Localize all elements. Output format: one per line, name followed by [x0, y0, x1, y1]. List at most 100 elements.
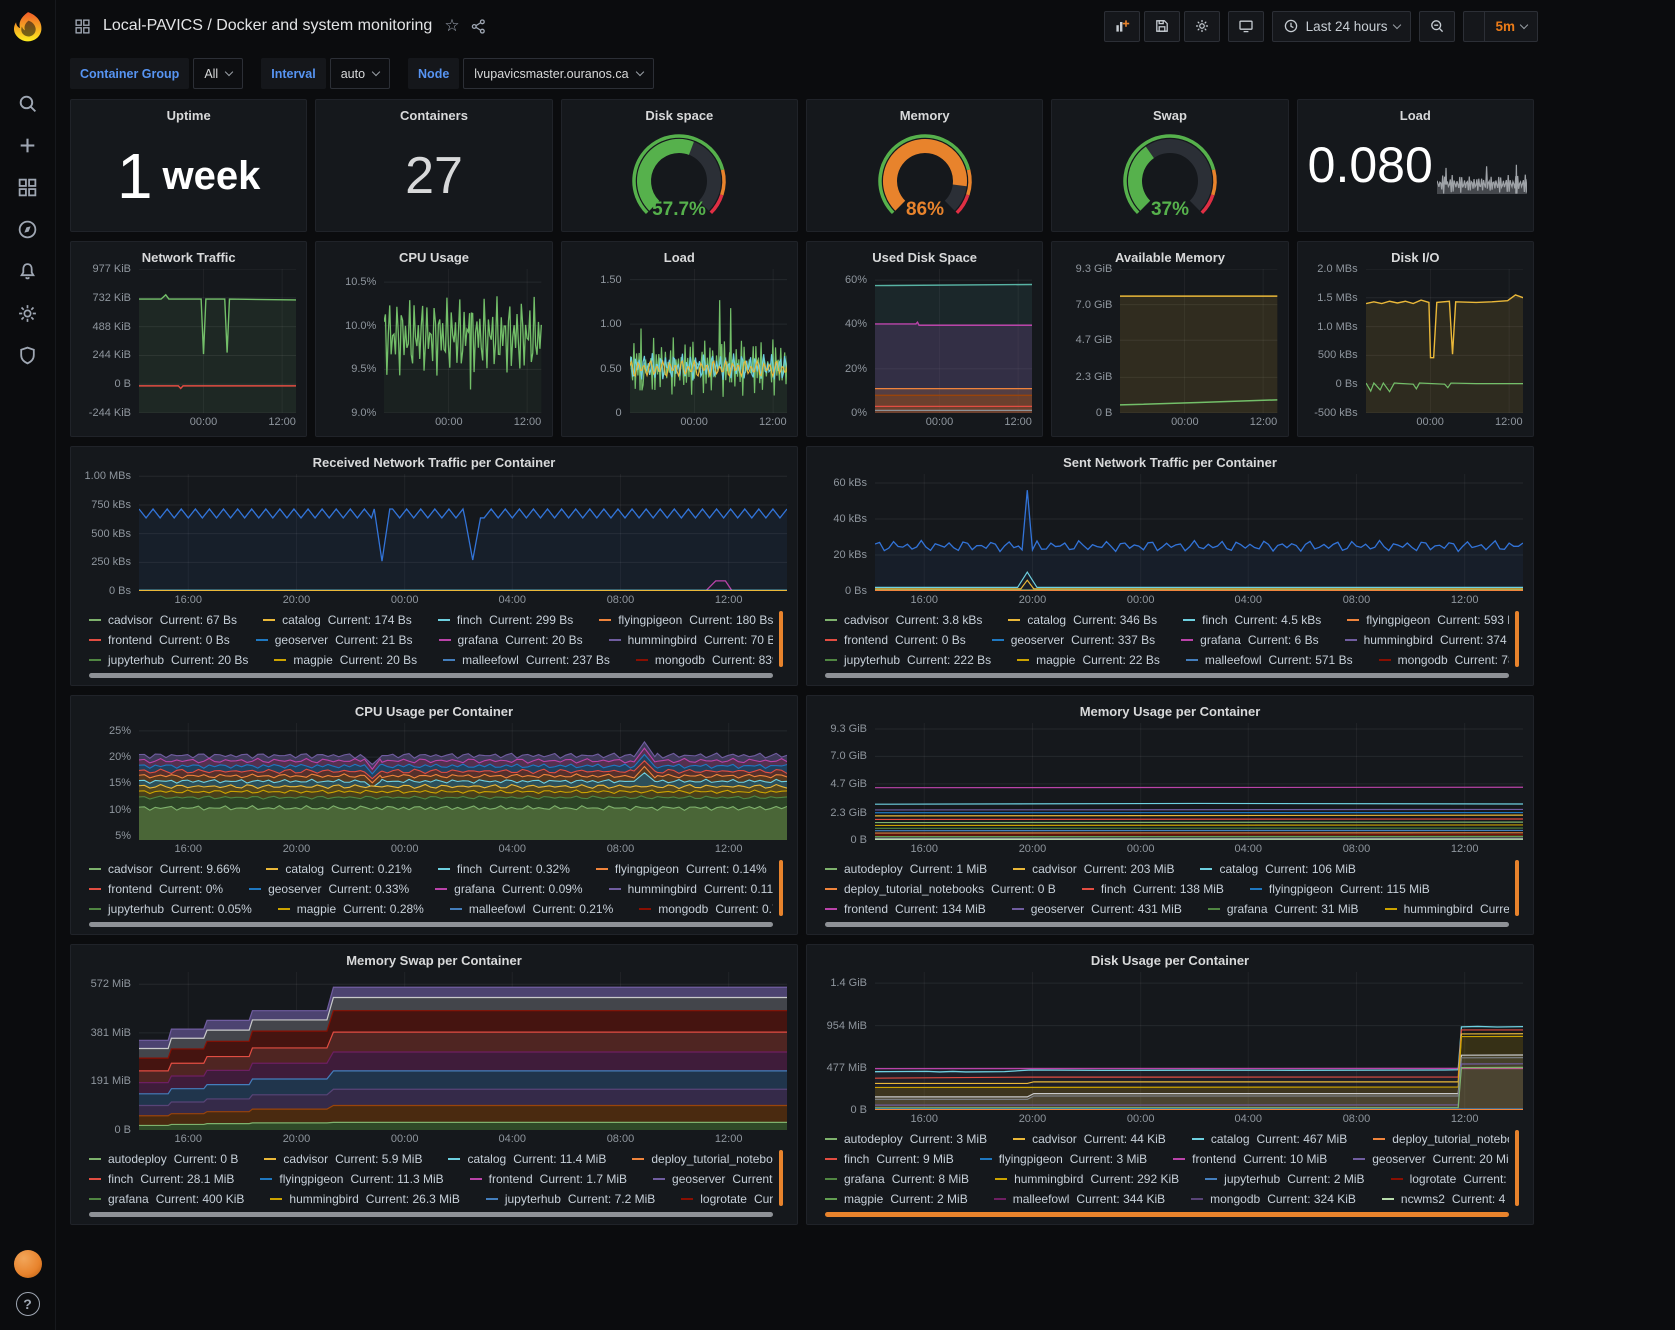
add-panel-button[interactable] — [1103, 10, 1140, 42]
legend-item[interactable]: malleefowl Current: 237 Bs — [443, 653, 610, 667]
legend-scrollbar-vertical[interactable] — [779, 611, 783, 667]
legend-scrollbar-vertical[interactable] — [779, 1150, 783, 1206]
legend-item[interactable]: malleefowl Current: 0.21% — [449, 902, 613, 916]
legend-item[interactable]: hummingbird Current: 208 MiB — [1384, 902, 1509, 916]
panel-title[interactable]: Disk space — [645, 108, 714, 123]
search-icon[interactable] — [8, 82, 48, 124]
panel-title[interactable]: Uptime — [166, 108, 211, 123]
legend-item[interactable]: magpie Current: 0.28% — [277, 902, 424, 916]
legend-item[interactable]: mongodb Current: 324 KiB — [1191, 1192, 1356, 1206]
legend-item[interactable]: flyingpigeon Current: 3 MiB — [979, 1152, 1147, 1166]
legend-item[interactable]: autodeploy Current: 3 MiB — [825, 1132, 987, 1146]
legend-item[interactable]: finch Current: 0.32% — [437, 862, 570, 876]
legend-item[interactable]: finch Current: 138 MiB — [1081, 882, 1224, 896]
legend-item[interactable]: cadvisor Current: 5.9 MiB — [264, 1152, 422, 1166]
legend-item[interactable]: frontend Current: 0 Bs — [825, 633, 966, 647]
panel-title[interactable]: Swap — [1153, 108, 1187, 123]
legend-item[interactable]: malleefowl Current: 344 KiB — [993, 1192, 1165, 1206]
legend-item[interactable]: grafana Current: 0.09% — [435, 882, 583, 896]
legend-item[interactable]: hummingbird Current: 374 Bs — [1344, 633, 1509, 647]
panel-title[interactable]: Network Traffic — [141, 250, 236, 265]
legend-item[interactable]: frontend Current: 134 MiB — [825, 902, 986, 916]
alerting-bell-icon[interactable] — [8, 250, 48, 292]
panel-title[interactable]: Sent Network Traffic per Container — [1063, 455, 1277, 470]
share-icon[interactable] — [470, 18, 487, 35]
legend-item[interactable]: catalog Current: 0.21% — [266, 862, 412, 876]
legend-item[interactable]: hummingbird Current: 70 Bs — [608, 633, 773, 647]
legend-scrollbar-vertical[interactable] — [1515, 1130, 1519, 1206]
legend-item[interactable]: finch Current: 4.5 kBs — [1183, 613, 1321, 627]
legend-item[interactable]: frontend Current: 1.7 MiB — [469, 1172, 627, 1186]
panel-title[interactable]: Disk I/O — [1391, 250, 1440, 265]
legend-item[interactable]: cadvisor Current: 9.66% — [89, 862, 240, 876]
legend-item[interactable]: flyingpigeon Current: 0.14% — [595, 862, 767, 876]
legend-item[interactable]: flyingpigeon Current: 11.3 MiB — [260, 1172, 444, 1186]
legend-item[interactable]: geoserver Current: 337 Bs — [991, 633, 1155, 647]
star-icon[interactable]: ☆ — [444, 16, 460, 35]
legend-item[interactable]: catalog Current: 11.4 MiB — [448, 1152, 606, 1166]
legend-item[interactable]: autodeploy Current: 0 B — [89, 1152, 238, 1166]
legend-scrollbar-horizontal[interactable] — [825, 922, 1509, 927]
legend-item[interactable]: cadvisor Current: 44 KiB — [1013, 1132, 1166, 1146]
legend-item[interactable]: malleefowl Current: 571 Bs — [1185, 653, 1353, 667]
panel-title[interactable]: Load — [663, 250, 695, 265]
dashboard-settings-button[interactable] — [1183, 10, 1220, 42]
legend-scrollbar-horizontal[interactable] — [825, 1212, 1509, 1217]
legend-item[interactable]: jupyterhub Current: 0.05% — [89, 902, 252, 916]
legend-item[interactable]: jupyterhub Current: 222 Bs — [825, 653, 991, 667]
legend-item[interactable]: geoserver Current: 21 Bs — [255, 633, 413, 647]
panel-title[interactable]: Used Disk Space — [872, 250, 978, 265]
legend-item[interactable]: catalog Current: 467 MiB — [1191, 1132, 1347, 1146]
panel-title[interactable]: Memory Usage per Container — [1079, 704, 1261, 719]
legend-scrollbar-horizontal[interactable] — [825, 673, 1509, 678]
explore-compass-icon[interactable] — [8, 208, 48, 250]
legend-item[interactable]: logrotate Current: 0 B — [681, 1192, 773, 1206]
legend-item[interactable]: magpie Current: 20 Bs — [274, 653, 417, 667]
filter-interval-dropdown[interactable]: auto — [329, 58, 391, 89]
legend-item[interactable]: jupyterhub Current: 20 Bs — [89, 653, 248, 667]
legend-item[interactable]: frontend Current: 0 Bs — [89, 633, 230, 647]
legend-item[interactable]: magpie Current: 22 Bs — [1017, 653, 1160, 667]
breadcrumb[interactable]: Local-PAVICS / Docker and system monitor… — [103, 17, 433, 34]
legend-item[interactable]: catalog Current: 174 Bs — [263, 613, 412, 627]
grafana-logo-icon[interactable] — [11, 10, 45, 44]
legend-scrollbar-vertical[interactable] — [1515, 860, 1519, 916]
legend-item[interactable]: finch Current: 9 MiB — [825, 1152, 954, 1166]
legend-item[interactable]: geoserver Current: 20 MiB — [1353, 1152, 1509, 1166]
help-icon[interactable]: ? — [15, 1292, 40, 1316]
legend-item[interactable]: mongodb Current: 0.76% — [639, 902, 773, 916]
legend-item[interactable]: jupyterhub Current: 7.2 MiB — [485, 1192, 655, 1206]
panel-title[interactable]: Memory — [899, 108, 950, 123]
legend-item[interactable]: geoserver Current: 139.9 MiB — [653, 1172, 773, 1186]
configuration-gear-icon[interactable] — [8, 292, 48, 334]
server-admin-shield-icon[interactable] — [8, 334, 48, 376]
panel-title[interactable]: Received Network Traffic per Container — [312, 455, 556, 470]
legend-item[interactable]: finch Current: 28.1 MiB — [89, 1172, 234, 1186]
refresh-interval-picker[interactable]: 5m — [1484, 11, 1537, 41]
legend-item[interactable]: geoserver Current: 0.33% — [249, 882, 409, 896]
zoom-out-button[interactable] — [1419, 10, 1456, 42]
panel-title[interactable]: Available Memory — [1114, 250, 1226, 265]
legend-item[interactable]: ncwms2 Current: 4 MiB — [1381, 1192, 1509, 1206]
legend-item[interactable]: finch Current: 299 Bs — [437, 613, 573, 627]
legend-scrollbar-vertical[interactable] — [779, 860, 783, 916]
legend-item[interactable]: cadvisor Current: 67 Bs — [89, 613, 237, 627]
panel-title[interactable]: Containers — [400, 108, 468, 123]
legend-item[interactable]: frontend Current: 0% — [89, 882, 223, 896]
panel-title[interactable]: CPU Usage — [398, 250, 470, 265]
save-dashboard-button[interactable] — [1143, 10, 1180, 42]
legend-item[interactable]: autodeploy Current: 1 MiB — [825, 862, 987, 876]
legend-item[interactable]: mongodb Current: 839 Bs — [635, 653, 773, 667]
legend-item[interactable]: flyingpigeon Current: 593 Bs — [1347, 613, 1509, 627]
cycle-view-button[interactable] — [1227, 10, 1264, 42]
legend-item[interactable]: hummingbird Current: 292 KiB — [995, 1172, 1179, 1186]
legend-item[interactable]: magpie Current: 2 MiB — [825, 1192, 968, 1206]
legend-item[interactable]: grafana Current: 400 KiB — [89, 1192, 244, 1206]
legend-item[interactable]: hummingbird Current: 0.11% — [608, 882, 773, 896]
legend-scrollbar-horizontal[interactable] — [89, 1212, 773, 1217]
legend-scrollbar-horizontal[interactable] — [89, 922, 773, 927]
dashboards-icon[interactable] — [8, 166, 48, 208]
